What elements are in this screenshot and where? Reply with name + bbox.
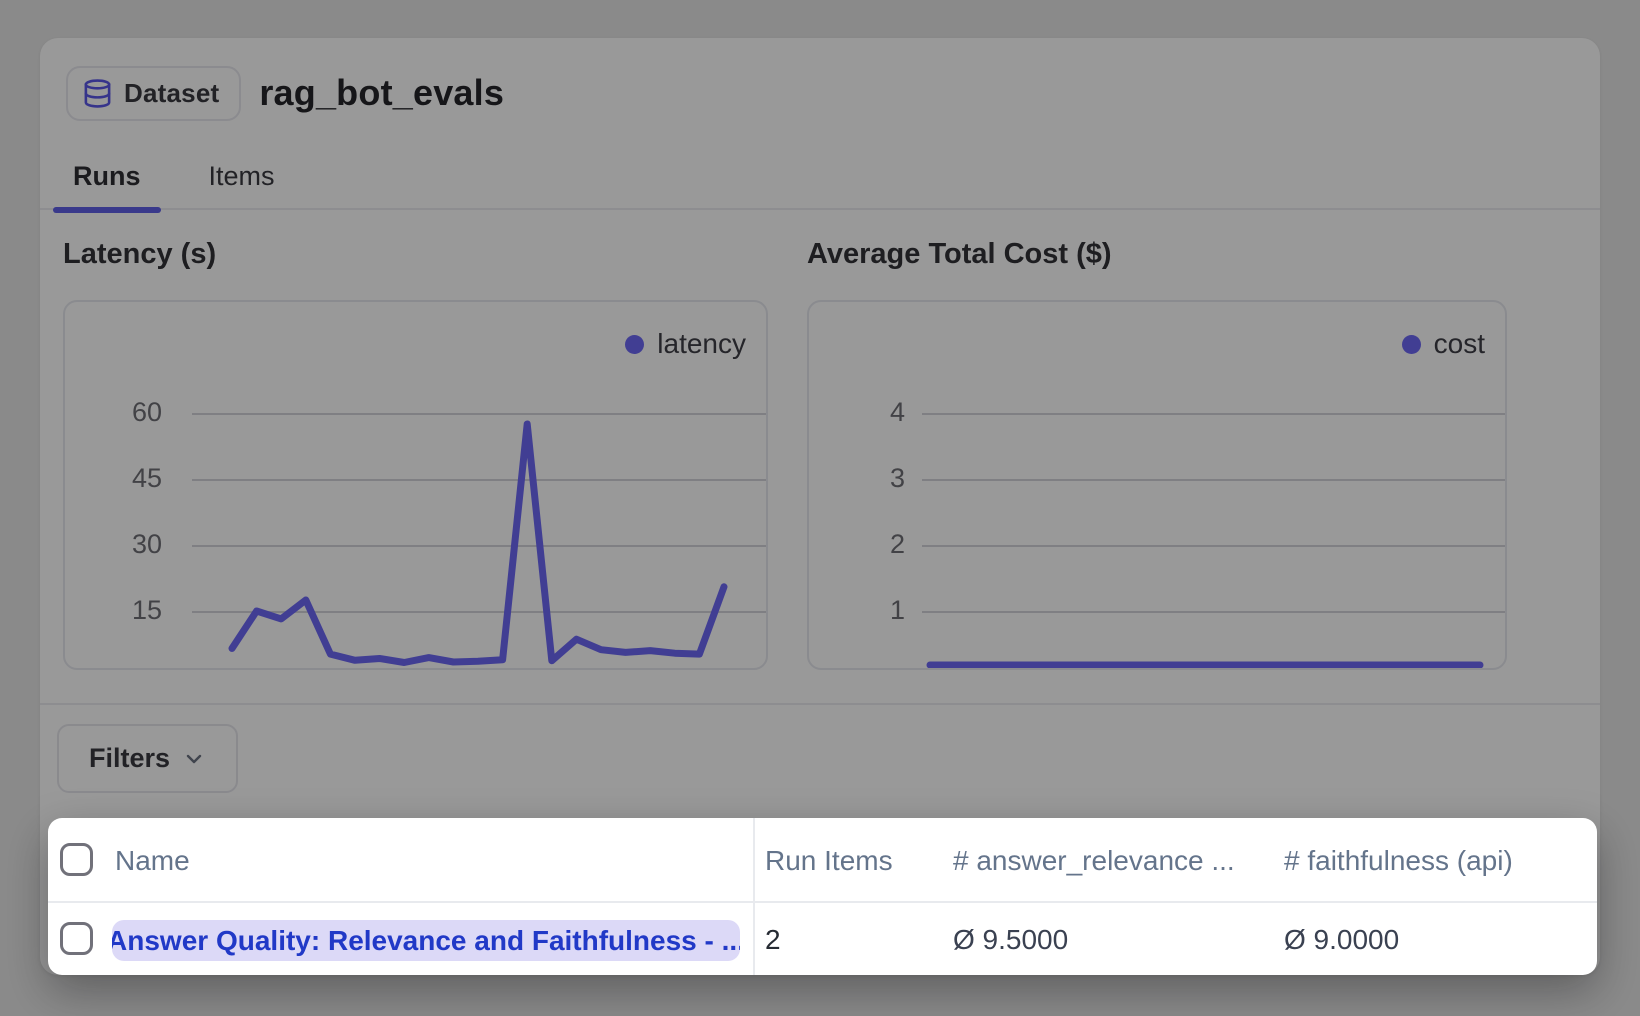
tab-items[interactable]: Items — [189, 142, 295, 210]
column-header-run-items[interactable]: Run Items — [765, 844, 893, 876]
y-axis-tick: 4 — [889, 397, 905, 427]
badge-label: Dataset — [124, 77, 220, 108]
answer-relevance-value: Ø 9.5000 — [953, 924, 1069, 955]
latency-line-series — [228, 420, 728, 666]
runs-table: Name Run Items # answer_relevance ... # … — [48, 818, 1597, 975]
latency-legend-dot — [625, 334, 645, 354]
tab-runs[interactable]: Runs — [53, 142, 161, 213]
y-axis-tick: 30 — [131, 529, 162, 559]
page-title: rag_bot_evals — [259, 72, 505, 113]
tabs: Runs Items — [53, 142, 295, 213]
gridline — [192, 413, 766, 415]
filters-button[interactable]: Filters — [57, 724, 238, 793]
dataset-type-badge: Dataset — [66, 65, 242, 121]
faithfulness-value: Ø 9.0000 — [1284, 924, 1400, 955]
table-header-row: Name Run Items # answer_relevance ... # … — [48, 818, 1597, 903]
column-header-answer-relevance[interactable]: # answer_relevance ... — [953, 844, 1235, 876]
gridline — [922, 611, 1505, 613]
y-axis-tick: 15 — [131, 595, 162, 625]
tabs-divider — [40, 208, 1600, 210]
tab-runs-label: Runs — [73, 160, 141, 191]
gridline — [922, 479, 1505, 481]
chevron-down-icon — [182, 747, 206, 771]
y-axis-tick: 2 — [889, 529, 905, 559]
database-icon — [82, 78, 113, 109]
filters-button-label: Filters — [88, 743, 171, 773]
active-tab-underline — [53, 207, 161, 213]
latency-chart: latency 60 45 30 15 — [63, 300, 768, 670]
column-divider — [753, 818, 755, 975]
latency-legend-label: latency — [657, 328, 746, 359]
run-items-value: 2 — [765, 924, 781, 955]
cost-legend-label: cost — [1433, 328, 1485, 359]
y-axis-tick: 3 — [889, 463, 905, 493]
gridline — [192, 545, 766, 547]
latency-chart-title: Latency (s) — [63, 238, 217, 270]
y-axis-tick: 1 — [889, 595, 905, 625]
gridline — [922, 545, 1505, 547]
run-name-link[interactable]: Answer Quality: Relevance and Faithfulne… — [112, 920, 740, 961]
y-axis-tick: 60 — [131, 397, 162, 427]
latency-legend: latency — [625, 328, 746, 360]
cost-chart-title: Average Total Cost ($) — [807, 238, 1112, 270]
table-row[interactable]: Answer Quality: Relevance and Faithfulne… — [48, 905, 1597, 975]
gridline — [192, 479, 766, 481]
dataset-card: Dataset rag_bot_evals Runs Items Latency… — [40, 38, 1600, 975]
tab-items-label: Items — [208, 160, 275, 191]
column-header-name[interactable]: Name — [115, 844, 190, 876]
page-header: Dataset rag_bot_evals — [66, 64, 504, 122]
cost-chart: cost 4 3 2 1 — [807, 300, 1507, 670]
cost-line-series — [926, 661, 1484, 668]
column-header-faithfulness[interactable]: # faithfulness (api) — [1284, 844, 1513, 876]
gridline — [922, 413, 1505, 415]
section-divider — [40, 703, 1600, 705]
row-checkbox[interactable] — [60, 922, 93, 955]
cost-legend-dot — [1401, 334, 1421, 354]
gridline — [192, 611, 766, 613]
select-all-checkbox[interactable] — [60, 843, 93, 876]
cost-legend: cost — [1401, 328, 1485, 360]
y-axis-tick: 45 — [131, 463, 162, 493]
